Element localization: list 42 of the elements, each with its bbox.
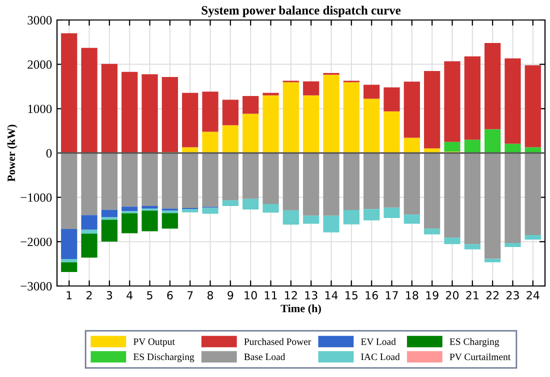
- x-tick-label: 12: [285, 291, 297, 300]
- x-tick-label: 18: [406, 291, 418, 300]
- x-tick-label: 10: [244, 291, 257, 300]
- legend-label: IAC Load: [361, 353, 400, 360]
- x-tick-label: 2: [86, 291, 92, 300]
- x-tick-label: 5: [147, 291, 152, 300]
- y-tick-label: 3000: [28, 16, 52, 24]
- legend-label: Base Load: [244, 353, 286, 360]
- x-tick-label: 6: [167, 291, 173, 300]
- legend-label: ES Discharging: [133, 353, 194, 362]
- x-tick-label: 3: [106, 291, 112, 300]
- x-tick-label: 21: [466, 291, 478, 300]
- legend-label: Purchased Power: [244, 338, 312, 345]
- x-tick-label: 7: [187, 291, 193, 300]
- legend-label: PV Output: [133, 338, 175, 347]
- legend-label: ES Charging: [450, 338, 500, 347]
- x-tick-label: 23: [506, 291, 519, 300]
- x-tick-label: 19: [426, 291, 438, 300]
- x-tick-label: 22: [486, 291, 499, 300]
- x-tick-label: 9: [228, 291, 234, 300]
- x-tick-label: 4: [126, 291, 133, 300]
- x-tick-label: 1: [66, 291, 72, 300]
- y-tick-label: 0: [46, 149, 52, 158]
- x-tick-label: 8: [207, 291, 214, 300]
- y-tick-label: 2000: [28, 60, 52, 69]
- y-axis-title: Power (kW): [7, 124, 18, 182]
- x-tick-label: 17: [386, 291, 398, 300]
- legend-label: PV Curtailment: [450, 353, 511, 360]
- y-tick-label: −2000: [20, 238, 52, 246]
- legend-label: EV Load: [361, 338, 396, 346]
- y-tick-label: 1000: [28, 104, 52, 114]
- y-tick-label: −3000: [20, 282, 52, 290]
- x-axis-title: Time (h): [280, 304, 321, 314]
- x-tick-label: 24: [526, 291, 540, 300]
- x-tick-label: 14: [325, 291, 338, 300]
- chart-title: System power balance dispatch curve: [202, 6, 401, 18]
- x-tick-label: 11: [264, 291, 277, 300]
- x-tick-label: 20: [446, 291, 459, 300]
- y-tick-label: −1000: [20, 193, 52, 202]
- x-tick-label: 13: [305, 291, 318, 300]
- x-tick-label: 16: [366, 291, 378, 300]
- x-tick-label: 15: [346, 291, 358, 300]
